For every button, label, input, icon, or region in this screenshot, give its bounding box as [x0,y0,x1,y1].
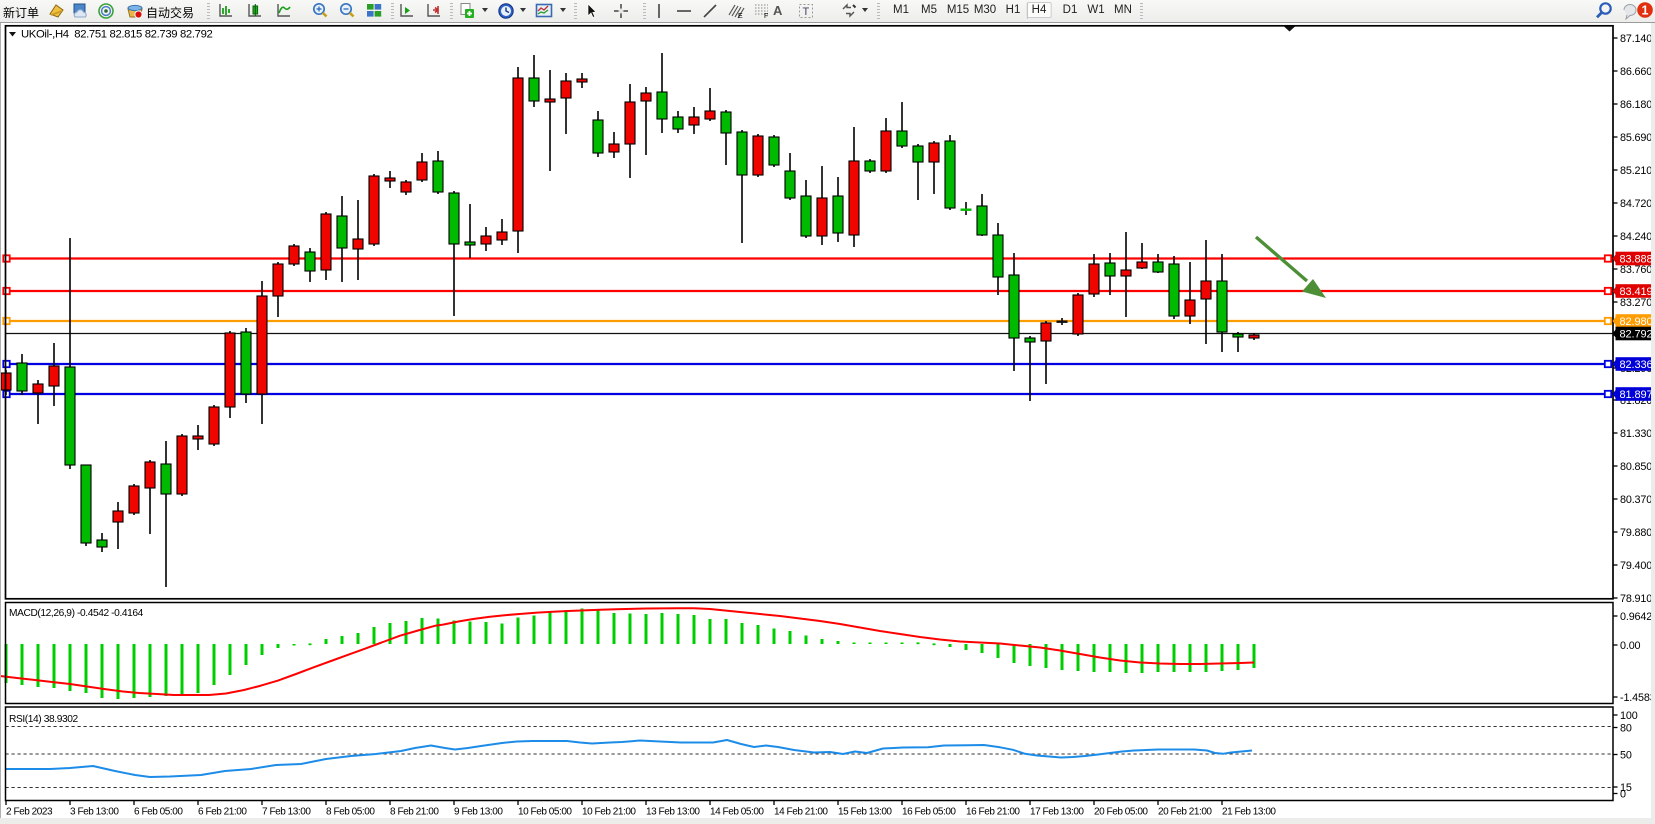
svg-text:80: 80 [1620,723,1632,735]
svg-text:78.910: 78.910 [1620,593,1652,605]
svg-text:84.240: 84.240 [1620,231,1652,243]
svg-text:80.850: 80.850 [1620,461,1652,473]
svg-text:80.370: 80.370 [1620,494,1652,506]
svg-text:85.210: 85.210 [1620,165,1652,177]
svg-text:RSI(14) 38.9302: RSI(14) 38.9302 [9,714,78,725]
svg-text:F: F [764,13,768,20]
svg-text:83.888: 83.888 [1620,254,1653,266]
svg-text:20 Feb 21:00: 20 Feb 21:00 [1158,807,1212,818]
svg-text:16 Feb 21:00: 16 Feb 21:00 [966,807,1020,818]
svg-text:10 Feb 21:00: 10 Feb 21:00 [582,807,636,818]
svg-text:15 Feb 13:00: 15 Feb 13:00 [838,807,892,818]
svg-text:14 Feb 05:00: 14 Feb 05:00 [710,807,764,818]
svg-text:T: T [803,6,810,18]
svg-text:6 Feb 05:00: 6 Feb 05:00 [134,807,183,818]
svg-text:82.980: 82.980 [1620,316,1653,328]
svg-text:UKOil-,H4 82.751 82.815 82.73: UKOil-,H4 82.751 82.815 82.739 82.792 [21,29,213,41]
svg-text:7 Feb 13:00: 7 Feb 13:00 [262,807,311,818]
svg-text:84.720: 84.720 [1620,198,1652,210]
svg-text:2 Feb 2023: 2 Feb 2023 [6,807,53,818]
svg-text:E: E [738,13,743,20]
svg-text:15: 15 [1620,782,1632,794]
svg-text:83.270: 83.270 [1620,297,1652,309]
svg-text:87.140: 87.140 [1620,33,1652,45]
svg-text:13 Feb 13:00: 13 Feb 13:00 [646,807,700,818]
svg-text:0.00: 0.00 [1620,640,1641,652]
svg-text:8 Feb 21:00: 8 Feb 21:00 [390,807,439,818]
svg-text:0: 0 [1620,789,1626,801]
svg-text:81.330: 81.330 [1620,428,1652,440]
svg-text:8 Feb 05:00: 8 Feb 05:00 [326,807,375,818]
svg-text:-1.4583: -1.4583 [1620,692,1655,704]
svg-text:21 Feb 13:00: 21 Feb 13:00 [1222,807,1276,818]
svg-text:MACD(12,26,9) -0.4542 -0.4164: MACD(12,26,9) -0.4542 -0.4164 [9,608,144,619]
svg-text:14 Feb 21:00: 14 Feb 21:00 [774,807,828,818]
svg-text:17 Feb 13:00: 17 Feb 13:00 [1030,807,1084,818]
svg-text:86.180: 86.180 [1620,99,1652,111]
svg-text:0.9642: 0.9642 [1620,611,1652,623]
svg-text:20 Feb 05:00: 20 Feb 05:00 [1094,807,1148,818]
svg-text:82.336: 82.336 [1620,359,1653,371]
svg-text:85.690: 85.690 [1620,132,1652,144]
svg-text:10 Feb 05:00: 10 Feb 05:00 [518,807,572,818]
svg-text:100: 100 [1620,710,1638,722]
svg-text:83.419: 83.419 [1620,286,1653,298]
svg-text:50: 50 [1620,750,1632,762]
svg-text:3 Feb 13:00: 3 Feb 13:00 [70,807,119,818]
svg-text:9 Feb 13:00: 9 Feb 13:00 [454,807,503,818]
svg-text:6 Feb 21:00: 6 Feb 21:00 [198,807,247,818]
svg-text:79.400: 79.400 [1620,560,1652,572]
svg-text:82.792: 82.792 [1620,329,1653,341]
svg-text:1: 1 [1642,3,1649,17]
svg-text:81.897: 81.897 [1620,389,1653,401]
svg-text:79.880: 79.880 [1620,527,1652,539]
svg-text:86.660: 86.660 [1620,66,1652,78]
svg-text:83.760: 83.760 [1620,264,1652,276]
svg-text:16 Feb 05:00: 16 Feb 05:00 [902,807,956,818]
